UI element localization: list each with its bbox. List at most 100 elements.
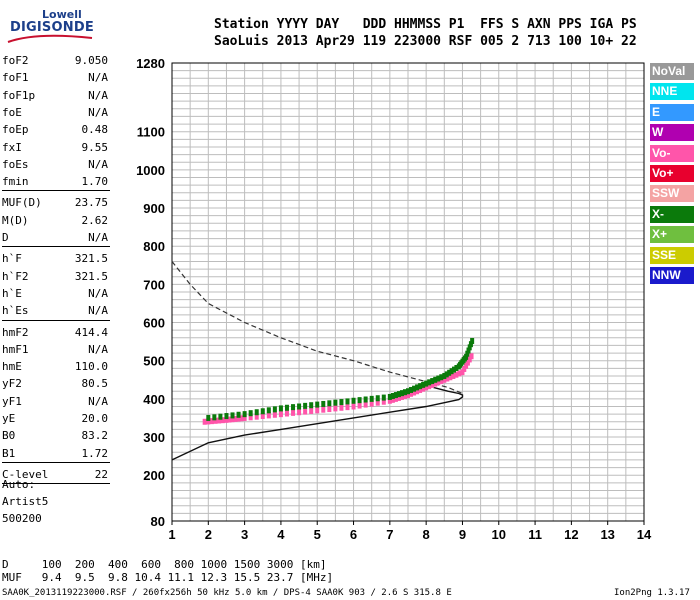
x-mode-echo — [224, 413, 229, 420]
x-tick-label: 6 — [350, 527, 357, 542]
param-row: D N/A — [2, 231, 166, 249]
x-mode-echo — [218, 413, 223, 420]
x-mode-echo — [309, 402, 314, 409]
o-mode-echo — [454, 371, 459, 378]
x-tick-label: 1 — [168, 527, 175, 542]
x-mode-echo — [470, 337, 475, 344]
y-tick-label: 1000 — [136, 163, 165, 178]
o-mode-echo — [315, 407, 320, 414]
param-value: 1.70 — [81, 175, 109, 189]
param-name: MUF(D) — [2, 196, 42, 210]
x-mode-echo — [321, 400, 326, 407]
o-mode-echo — [448, 374, 453, 381]
param-separator — [2, 483, 110, 485]
y-tick-label: 700 — [143, 277, 165, 292]
param-row: foEp 0.48 — [2, 123, 166, 141]
o-mode-echo — [327, 406, 332, 413]
x-mode-echo — [206, 414, 211, 421]
param-separator — [2, 319, 110, 321]
param-row: fmin 1.70 — [2, 175, 166, 193]
param-row: B1 1.72 — [2, 447, 166, 465]
x-mode-echo — [236, 411, 241, 418]
param-value: N/A — [88, 157, 108, 171]
param-row: B0 83.2 — [2, 429, 166, 447]
param-row: C-level 22 — [2, 468, 166, 486]
x-mode-echo — [393, 392, 398, 399]
x-mode-echo — [333, 399, 338, 406]
x-tick-label: 5 — [314, 527, 321, 542]
o-mode-echo — [227, 416, 232, 423]
o-mode-echo — [220, 417, 225, 424]
o-mode-echo — [369, 400, 374, 407]
param-row: hmF1 N/A — [2, 343, 166, 361]
logo-lowell-text: Lowell — [42, 8, 82, 21]
o-mode-echo — [433, 380, 438, 387]
x-mode-echo — [303, 402, 308, 409]
o-mode-echo — [387, 397, 392, 404]
o-mode-echo — [297, 409, 302, 416]
o-mode-echo — [393, 395, 398, 402]
x-mode-echo — [451, 366, 456, 373]
param-separator — [2, 190, 110, 192]
o-mode-echo — [399, 393, 404, 400]
x-mode-echo — [433, 376, 438, 383]
plasma-profile-solid — [171, 386, 464, 461]
param-name: fmin — [2, 175, 29, 189]
o-mode-echo — [464, 362, 469, 369]
x-mode-echo — [402, 389, 407, 396]
param-row: foF1 N/A — [2, 71, 166, 89]
x-tick-label: 4 — [277, 527, 285, 542]
param-value: N/A — [88, 394, 108, 408]
logo-digisonde-text: DIGISONDE — [10, 20, 94, 35]
y-tick-label: 1100 — [137, 125, 165, 140]
digisonde-logo: Lowell DIGISONDE — [4, 8, 94, 48]
param-value: N/A — [88, 231, 108, 244]
x-tick-label: 11 — [528, 527, 542, 542]
legend-item: X- — [650, 205, 694, 223]
y-tick-label: 600 — [143, 316, 165, 331]
param-value: 23.75 — [74, 196, 108, 210]
o-mode-echo — [457, 370, 462, 377]
o-mode-echo — [339, 404, 344, 411]
o-mode-echo — [390, 396, 395, 403]
x-mode-echo — [467, 344, 472, 351]
param-value: N/A — [88, 105, 108, 119]
legend-item: E — [650, 103, 694, 121]
auto-version: 500200 — [2, 512, 42, 525]
param-row: yF1 N/A — [2, 395, 166, 413]
o-mode-echo — [206, 418, 211, 425]
param-name: h`Es — [2, 304, 29, 318]
param-row: h`F2 321.5 — [2, 270, 166, 288]
o-mode-echo — [357, 402, 362, 409]
o-mode-echo — [233, 415, 238, 422]
param-name: M(D) — [2, 213, 29, 227]
param-name: hmE — [2, 360, 22, 374]
legend-item: Vo- — [650, 144, 694, 162]
x-mode-echo — [387, 393, 392, 400]
o-mode-echo — [284, 410, 289, 417]
legend-item: NNW — [650, 267, 694, 284]
o-mode-echo — [278, 411, 283, 418]
x-mode-echo — [339, 399, 344, 406]
y-tick-label: 200 — [143, 468, 165, 483]
param-value: 2.62 — [81, 213, 109, 227]
o-mode-echo — [465, 359, 470, 366]
param-row: hmF2 414.4 — [2, 326, 166, 344]
auto-artist: Artist5 — [2, 495, 49, 508]
y-tick-label: 500 — [143, 354, 165, 369]
param-value: 20.0 — [81, 412, 109, 425]
param-row: hmE 110.0 — [2, 360, 166, 378]
param-row: yE 20.0 — [2, 412, 166, 430]
param-value: 1.72 — [81, 446, 109, 460]
o-mode-echo — [445, 375, 450, 382]
param-name: hmF1 — [2, 342, 29, 356]
x-tick-label: 9 — [459, 527, 466, 542]
o-mode-echo — [260, 413, 265, 420]
x-mode-echo — [449, 368, 454, 375]
o-mode-echo — [406, 392, 410, 399]
o-mode-echo — [409, 390, 414, 397]
param-name: D — [2, 231, 9, 244]
x-mode-echo — [254, 409, 259, 416]
x-mode-echo — [297, 403, 302, 410]
